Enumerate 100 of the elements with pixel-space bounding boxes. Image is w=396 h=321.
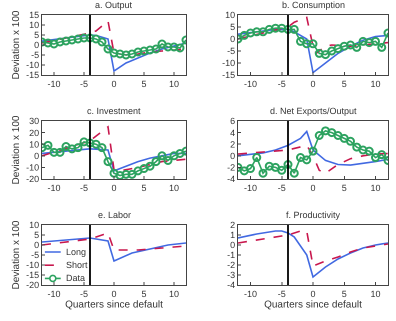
y-tick-label: -5 bbox=[31, 250, 40, 260]
x-tick-label: 5 bbox=[141, 182, 147, 193]
point bbox=[246, 28, 255, 38]
point bbox=[271, 162, 280, 172]
line-series bbox=[42, 237, 186, 262]
point bbox=[50, 148, 58, 157]
y-tick-label: -2 bbox=[227, 162, 236, 173]
point bbox=[134, 48, 142, 56]
point bbox=[284, 24, 292, 34]
point bbox=[296, 36, 305, 46]
y-tick-label: 1 bbox=[230, 230, 236, 240]
y-tick-label: 0 bbox=[230, 240, 236, 250]
x-axis-title: Quarters since default bbox=[65, 299, 164, 310]
chart-title: a. Output bbox=[95, 0, 133, 10]
y-tick-label: -5 bbox=[31, 50, 40, 60]
x-tick-label: -10 bbox=[47, 288, 61, 299]
point bbox=[264, 24, 274, 34]
y-tick-label: 10 bbox=[29, 20, 40, 30]
y-tick-label: 10 bbox=[29, 220, 40, 230]
point bbox=[170, 42, 178, 52]
point bbox=[327, 46, 336, 56]
y-axis-title: Deviation x 100 bbox=[11, 115, 22, 184]
x-tick-label: -10 bbox=[244, 78, 258, 89]
y-tick-label: -10 bbox=[26, 162, 40, 173]
x-tick-label: 0 bbox=[310, 78, 316, 89]
y-tick-label: 5 bbox=[34, 230, 40, 240]
point bbox=[352, 142, 362, 152]
point bbox=[290, 24, 299, 34]
point bbox=[334, 44, 342, 54]
point bbox=[302, 155, 312, 164]
y-tick-label: -1 bbox=[227, 250, 236, 260]
point bbox=[377, 42, 386, 52]
point bbox=[74, 143, 82, 152]
x-tick-label: -10 bbox=[244, 288, 258, 299]
point bbox=[68, 36, 76, 44]
point bbox=[122, 50, 130, 60]
point bbox=[340, 42, 349, 51]
x-tick-label: -10 bbox=[47, 78, 61, 89]
line-series bbox=[238, 130, 388, 166]
point bbox=[277, 166, 286, 175]
x-tick-label: -10 bbox=[244, 182, 258, 193]
x-tick-label: -5 bbox=[80, 288, 88, 299]
point bbox=[128, 170, 136, 179]
y-tick-label: -20 bbox=[26, 280, 40, 290]
point bbox=[140, 46, 148, 56]
y-tick-label: 0 bbox=[230, 34, 236, 44]
chart-title: f. Productivity bbox=[286, 210, 341, 220]
y-tick-label: -15 bbox=[26, 70, 40, 80]
x-tick-label: -5 bbox=[80, 182, 88, 193]
point bbox=[62, 36, 70, 46]
point bbox=[364, 146, 374, 156]
point bbox=[104, 44, 112, 54]
x-tick-label: 5 bbox=[342, 78, 347, 89]
point bbox=[176, 148, 184, 158]
point bbox=[80, 34, 88, 42]
y-tick-label: -20 bbox=[26, 174, 40, 184]
point bbox=[56, 148, 64, 157]
point bbox=[164, 42, 172, 52]
point bbox=[371, 153, 380, 162]
y-tick-label: -3 bbox=[227, 270, 236, 280]
point bbox=[164, 156, 172, 165]
x-tick-label: -5 bbox=[278, 288, 286, 299]
point bbox=[146, 162, 154, 171]
y-tick-label: 5 bbox=[230, 22, 236, 32]
y-tick-label: 0 bbox=[230, 150, 236, 161]
point bbox=[290, 168, 299, 178]
y-tick-label: 0 bbox=[34, 150, 40, 161]
point bbox=[358, 146, 368, 154]
point bbox=[152, 157, 160, 166]
point bbox=[340, 134, 349, 143]
point bbox=[258, 27, 268, 36]
point bbox=[314, 48, 324, 58]
legend-label: Long bbox=[66, 247, 86, 257]
chart-title: b. Consumption bbox=[282, 0, 346, 10]
y-tick-label: 2 bbox=[230, 139, 236, 150]
point bbox=[110, 168, 118, 178]
point bbox=[327, 128, 336, 138]
point bbox=[302, 39, 312, 48]
point bbox=[170, 151, 178, 160]
y-tick-label: -5 bbox=[227, 46, 236, 56]
point bbox=[74, 34, 82, 44]
y-tick-label: -4 bbox=[227, 174, 236, 184]
point bbox=[176, 44, 184, 52]
y-tick-label: 0 bbox=[34, 40, 40, 50]
point bbox=[44, 38, 52, 48]
point bbox=[252, 27, 262, 36]
y-tick-label: -15 bbox=[222, 70, 236, 80]
point bbox=[277, 24, 286, 33]
point bbox=[92, 140, 100, 149]
point bbox=[371, 36, 380, 46]
point bbox=[110, 48, 118, 58]
point bbox=[314, 131, 324, 140]
y-tick-label: -4 bbox=[227, 280, 236, 290]
point bbox=[308, 39, 318, 48]
point bbox=[321, 50, 330, 60]
x-tick-label: 0 bbox=[111, 288, 117, 299]
point bbox=[258, 168, 268, 178]
y-tick-label: 0 bbox=[34, 240, 40, 250]
line-series bbox=[238, 230, 388, 267]
y-tick-label: 6 bbox=[230, 116, 236, 126]
